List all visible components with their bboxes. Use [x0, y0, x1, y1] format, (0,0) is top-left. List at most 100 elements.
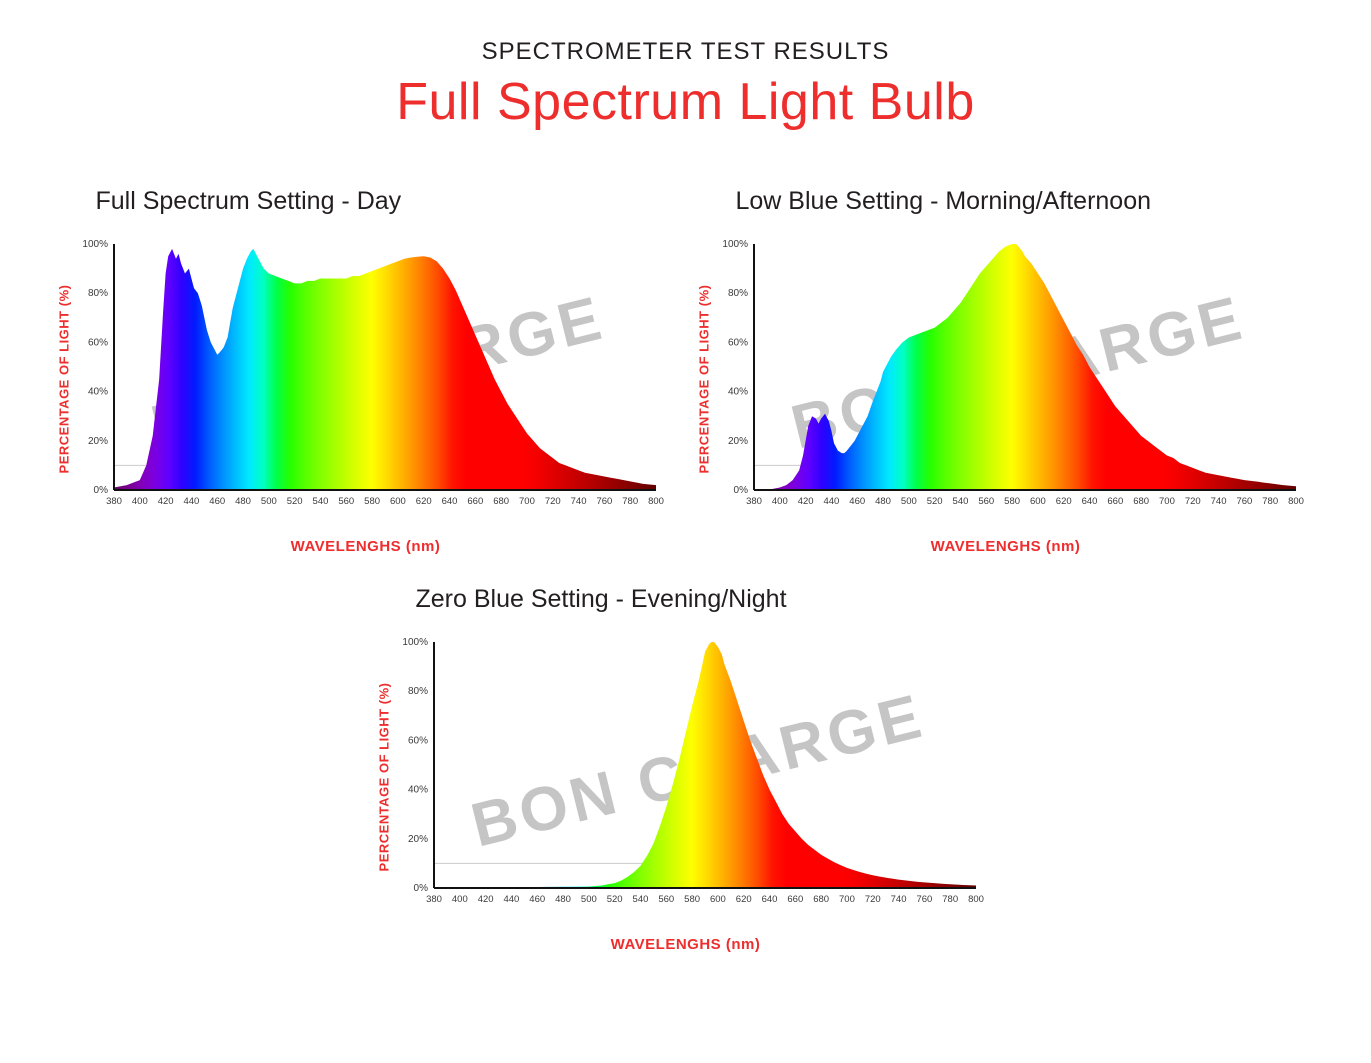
x-axis-label-2: WAVELENGHS (nm) — [386, 936, 986, 953]
svg-text:480: 480 — [235, 496, 251, 507]
svg-text:620: 620 — [735, 894, 751, 905]
svg-text:620: 620 — [1055, 496, 1071, 507]
chart-block-2: Zero Blue Setting - Evening/Night PERCEN… — [386, 585, 986, 953]
chart-area-2[interactable]: PERCENTAGE OF LIGHT (%) BON CHARGE 0%20%… — [386, 632, 986, 922]
svg-text:800: 800 — [1288, 496, 1304, 507]
svg-text:80%: 80% — [87, 288, 107, 299]
svg-text:440: 440 — [503, 894, 519, 905]
svg-text:380: 380 — [426, 894, 442, 905]
svg-text:780: 780 — [1262, 496, 1278, 507]
svg-text:640: 640 — [761, 894, 777, 905]
chart-block-1: Low Blue Setting - Morning/Afternoon PER… — [706, 187, 1306, 555]
svg-text:420: 420 — [797, 496, 813, 507]
svg-text:760: 760 — [1236, 496, 1252, 507]
svg-text:0%: 0% — [93, 485, 108, 496]
svg-text:540: 540 — [312, 496, 328, 507]
svg-text:640: 640 — [441, 496, 457, 507]
svg-text:520: 520 — [286, 496, 302, 507]
svg-text:460: 460 — [849, 496, 865, 507]
page-root: SPECTROMETER TEST RESULTS Full Spectrum … — [0, 0, 1371, 1063]
chart-block-0: Full Spectrum Setting - Day PERCENTAGE O… — [66, 187, 666, 555]
svg-text:40%: 40% — [87, 387, 107, 398]
top-charts-row: Full Spectrum Setting - Day PERCENTAGE O… — [0, 187, 1371, 555]
chart-title-0: Full Spectrum Setting - Day — [96, 187, 666, 216]
svg-text:680: 680 — [813, 894, 829, 905]
svg-text:740: 740 — [890, 894, 906, 905]
chart-title-2: Zero Blue Setting - Evening/Night — [416, 585, 986, 614]
svg-text:560: 560 — [338, 496, 354, 507]
x-axis-label-0: WAVELENGHS (nm) — [66, 538, 666, 555]
svg-text:20%: 20% — [407, 834, 427, 845]
svg-text:400: 400 — [771, 496, 787, 507]
chart-title-1: Low Blue Setting - Morning/Afternoon — [736, 187, 1306, 216]
svg-text:460: 460 — [529, 894, 545, 905]
svg-text:500: 500 — [900, 496, 916, 507]
svg-text:480: 480 — [555, 894, 571, 905]
svg-text:760: 760 — [596, 496, 612, 507]
svg-text:700: 700 — [1159, 496, 1175, 507]
svg-text:560: 560 — [658, 894, 674, 905]
svg-text:660: 660 — [467, 496, 483, 507]
svg-text:400: 400 — [131, 496, 147, 507]
svg-text:100%: 100% — [722, 239, 748, 250]
svg-text:20%: 20% — [87, 436, 107, 447]
svg-text:800: 800 — [968, 894, 984, 905]
svg-text:740: 740 — [1210, 496, 1226, 507]
svg-text:520: 520 — [926, 496, 942, 507]
svg-text:680: 680 — [1133, 496, 1149, 507]
svg-text:700: 700 — [839, 894, 855, 905]
svg-text:700: 700 — [519, 496, 535, 507]
svg-text:420: 420 — [157, 496, 173, 507]
svg-text:380: 380 — [746, 496, 762, 507]
svg-text:580: 580 — [684, 894, 700, 905]
svg-text:80%: 80% — [727, 288, 747, 299]
svg-text:600: 600 — [709, 894, 725, 905]
chart-area-1[interactable]: PERCENTAGE OF LIGHT (%) BON CHARGE 0%20%… — [706, 234, 1306, 524]
svg-text:720: 720 — [864, 894, 880, 905]
svg-text:640: 640 — [1081, 496, 1097, 507]
svg-text:720: 720 — [1184, 496, 1200, 507]
svg-text:660: 660 — [787, 894, 803, 905]
svg-text:600: 600 — [389, 496, 405, 507]
svg-text:660: 660 — [1107, 496, 1123, 507]
svg-text:760: 760 — [916, 894, 932, 905]
svg-text:780: 780 — [942, 894, 958, 905]
svg-text:20%: 20% — [727, 436, 747, 447]
svg-text:780: 780 — [622, 496, 638, 507]
svg-text:480: 480 — [875, 496, 891, 507]
svg-text:40%: 40% — [407, 785, 427, 796]
svg-text:680: 680 — [493, 496, 509, 507]
svg-text:600: 600 — [1029, 496, 1045, 507]
x-axis-label-1: WAVELENGHS (nm) — [706, 538, 1306, 555]
svg-text:60%: 60% — [727, 337, 747, 348]
svg-text:440: 440 — [183, 496, 199, 507]
svg-text:540: 540 — [952, 496, 968, 507]
svg-text:800: 800 — [648, 496, 664, 507]
svg-text:420: 420 — [477, 894, 493, 905]
svg-text:80%: 80% — [407, 686, 427, 697]
svg-text:520: 520 — [606, 894, 622, 905]
chart-area-0[interactable]: PERCENTAGE OF LIGHT (%) BON CHARGE 0%20%… — [66, 234, 666, 524]
svg-text:720: 720 — [544, 496, 560, 507]
svg-text:580: 580 — [364, 496, 380, 507]
svg-text:440: 440 — [823, 496, 839, 507]
svg-text:0%: 0% — [733, 485, 748, 496]
svg-text:0%: 0% — [413, 883, 428, 894]
page-subtitle: SPECTROMETER TEST RESULTS — [0, 38, 1371, 66]
svg-text:460: 460 — [209, 496, 225, 507]
svg-text:500: 500 — [260, 496, 276, 507]
svg-text:380: 380 — [106, 496, 122, 507]
page-title: Full Spectrum Light Bulb — [0, 72, 1371, 132]
svg-text:560: 560 — [978, 496, 994, 507]
svg-text:580: 580 — [1004, 496, 1020, 507]
svg-text:540: 540 — [632, 894, 648, 905]
svg-text:60%: 60% — [407, 735, 427, 746]
svg-text:620: 620 — [415, 496, 431, 507]
svg-text:500: 500 — [580, 894, 596, 905]
page-header: SPECTROMETER TEST RESULTS Full Spectrum … — [0, 0, 1371, 132]
svg-text:740: 740 — [570, 496, 586, 507]
svg-text:60%: 60% — [87, 337, 107, 348]
svg-text:100%: 100% — [402, 637, 428, 648]
svg-text:400: 400 — [451, 894, 467, 905]
svg-text:100%: 100% — [82, 239, 108, 250]
